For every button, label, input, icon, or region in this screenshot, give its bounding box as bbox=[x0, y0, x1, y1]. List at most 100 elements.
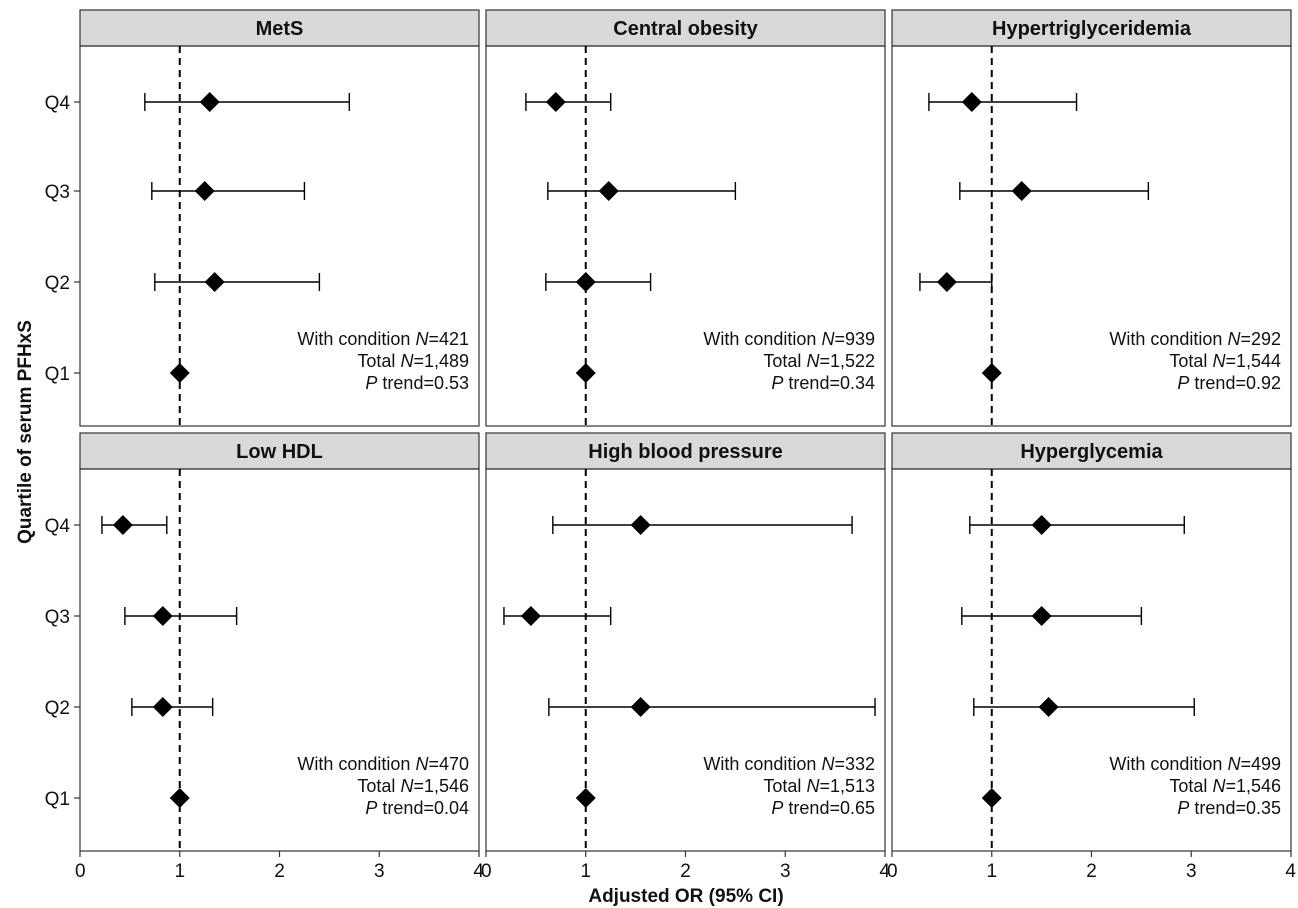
or-point-diamond bbox=[545, 92, 566, 112]
annot-part: trend=0.92 bbox=[1189, 373, 1281, 393]
x-axis-title: Adjusted OR (95% CI) bbox=[588, 886, 783, 907]
y-category-label: Q1 bbox=[45, 789, 70, 810]
panel-title: Hypertriglyceridemia bbox=[992, 18, 1192, 40]
panel-frame bbox=[891, 45, 1292, 427]
annot-part: =421 bbox=[428, 329, 469, 349]
y-category-label: Q4 bbox=[45, 516, 71, 537]
annot-part: =1,513 bbox=[819, 776, 875, 796]
annot-part: =939 bbox=[834, 329, 875, 349]
or-point-diamond bbox=[152, 606, 173, 626]
annot-part: =332 bbox=[834, 754, 875, 774]
annot-part: Total bbox=[1169, 351, 1212, 371]
annot-part: trend=0.34 bbox=[783, 373, 875, 393]
total-n: Total N=1,544 bbox=[1169, 351, 1281, 371]
total-n: Total N=1,546 bbox=[357, 776, 469, 796]
or-point-diamond bbox=[981, 788, 1002, 808]
annot-part: =470 bbox=[428, 754, 469, 774]
or-point-diamond bbox=[1011, 181, 1032, 201]
or-point-diamond bbox=[961, 92, 982, 112]
annot-italic-label: N bbox=[400, 776, 414, 796]
x-tick-label: 3 bbox=[1186, 861, 1197, 882]
annot-italic-label: N bbox=[415, 754, 429, 774]
annot-italic-label: P bbox=[365, 798, 377, 818]
with-condition-n: With condition N=332 bbox=[703, 754, 875, 774]
panel-strip bbox=[891, 432, 1292, 470]
annot-part: =1,546 bbox=[1225, 776, 1281, 796]
y-category-label: Q4 bbox=[45, 93, 71, 114]
panel-title: MetS bbox=[256, 18, 304, 40]
annot-part: With condition bbox=[1109, 329, 1227, 349]
annot-part: Total bbox=[763, 351, 806, 371]
p-trend: P trend=0.35 bbox=[1177, 798, 1281, 818]
annot-part: Total bbox=[357, 776, 400, 796]
x-tick-label: 3 bbox=[374, 861, 385, 882]
panel-strip bbox=[79, 432, 480, 470]
total-n: Total N=1,513 bbox=[763, 776, 875, 796]
y-category-label: Q1 bbox=[45, 364, 70, 385]
or-point-diamond bbox=[194, 181, 215, 201]
annot-italic-label: P bbox=[771, 373, 783, 393]
p-trend: P trend=0.53 bbox=[365, 373, 469, 393]
with-condition-n: With condition N=499 bbox=[1109, 754, 1281, 774]
annot-italic-label: P bbox=[365, 373, 377, 393]
p-trend: P trend=0.34 bbox=[771, 373, 875, 393]
or-point-diamond bbox=[169, 788, 190, 808]
annot-part: With condition bbox=[297, 329, 415, 349]
x-tick-label: 0 bbox=[887, 861, 898, 882]
or-point-diamond bbox=[1038, 697, 1059, 717]
annot-italic-label: P bbox=[1177, 373, 1189, 393]
annot-italic-label: N bbox=[821, 329, 835, 349]
or-point-diamond bbox=[630, 515, 651, 535]
y-category-label: Q2 bbox=[45, 698, 70, 719]
p-trend: P trend=0.92 bbox=[1177, 373, 1281, 393]
with-condition-n: With condition N=292 bbox=[1109, 329, 1281, 349]
annot-italic-label: N bbox=[1212, 351, 1226, 371]
or-point-diamond bbox=[575, 272, 596, 292]
x-tick-label: 2 bbox=[680, 861, 691, 882]
p-trend: P trend=0.04 bbox=[365, 798, 469, 818]
or-point-diamond bbox=[152, 697, 173, 717]
panel-title: High blood pressure bbox=[588, 441, 782, 463]
annot-italic-label: N bbox=[1227, 329, 1241, 349]
annot-part: Total bbox=[763, 776, 806, 796]
x-tick-label: 2 bbox=[274, 861, 285, 882]
y-category-label: Q2 bbox=[45, 273, 70, 294]
annot-italic-label: P bbox=[771, 798, 783, 818]
or-point-diamond bbox=[520, 606, 541, 626]
y-category-label: Q3 bbox=[45, 182, 70, 203]
x-tick-label: 3 bbox=[780, 861, 791, 882]
annot-italic-label: N bbox=[415, 329, 429, 349]
annot-italic-label: N bbox=[806, 776, 820, 796]
annot-part: trend=0.53 bbox=[377, 373, 469, 393]
y-axis-title: Quartile of serum PFHxS bbox=[15, 320, 36, 544]
or-point-diamond bbox=[598, 181, 619, 201]
y-category-label: Q3 bbox=[45, 607, 70, 628]
p-trend: P trend=0.65 bbox=[771, 798, 875, 818]
or-point-diamond bbox=[1031, 606, 1052, 626]
x-tick-label: 0 bbox=[481, 861, 492, 882]
or-point-diamond bbox=[936, 272, 957, 292]
panel-4: High blood pressure With condition N=332T… bbox=[481, 432, 890, 882]
annot-part: =1,546 bbox=[413, 776, 469, 796]
x-tick-label: 2 bbox=[1086, 861, 1097, 882]
x-tick-label: 4 bbox=[1285, 861, 1296, 882]
panel-frame bbox=[485, 45, 886, 427]
x-tick-label: 1 bbox=[986, 861, 997, 882]
with-condition-n: With condition N=470 bbox=[297, 754, 469, 774]
annot-italic-label: P bbox=[1177, 798, 1189, 818]
x-tick-label: 0 bbox=[75, 861, 86, 882]
panel-title: Hyperglycemia bbox=[1020, 441, 1163, 463]
annot-part: =1,489 bbox=[413, 351, 469, 371]
panel-title: Central obesity bbox=[613, 18, 758, 40]
annot-italic-label: N bbox=[806, 351, 820, 371]
x-tick-label: 4 bbox=[879, 861, 890, 882]
x-tick-label: 1 bbox=[174, 861, 185, 882]
annot-part: =499 bbox=[1240, 754, 1281, 774]
annot-part: Total bbox=[1169, 776, 1212, 796]
annot-part: Total bbox=[357, 351, 400, 371]
